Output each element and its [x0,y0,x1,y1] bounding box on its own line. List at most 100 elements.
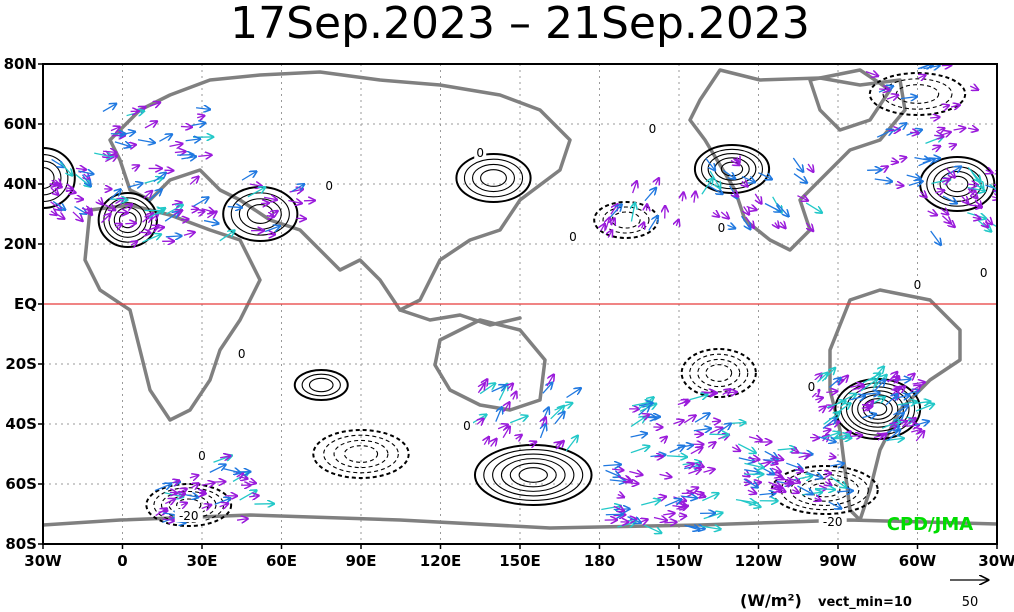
flux-vector [701,526,721,529]
flux-vector [247,187,265,198]
coast-south-america [828,288,962,522]
flux-vector [144,178,163,184]
flux-vector [125,223,135,224]
flux-vector [566,388,581,399]
flux-vector [641,500,660,506]
flux-vector [744,463,763,467]
flux-vector [744,470,759,473]
flux-vector [776,203,788,216]
flux-vector [768,473,781,476]
contour-negative [770,465,879,515]
flux-vector [764,202,780,212]
flux-vector [173,481,179,483]
flux-vector [642,524,661,533]
flux-vector [830,476,847,488]
flux-vector [664,499,681,507]
flux-vector [550,406,564,420]
contour-positive [308,377,334,393]
flux-vector [824,473,830,474]
flux-vector [899,157,906,159]
flux-vector [983,223,988,227]
flux-vector [55,214,65,219]
flux-vector [684,525,700,529]
flux-vector [915,404,934,412]
flux-vector [879,89,889,90]
flux-vector [103,151,116,152]
flux-vector [556,442,561,446]
flux-vector [927,211,937,215]
flux-vector [900,97,917,99]
flux-vector [109,189,120,200]
flux-vector [249,184,262,186]
flux-vector [220,456,230,458]
flux-vector [249,481,255,483]
flux-vector [516,435,522,439]
x-tick-label: 0 [117,552,127,570]
flux-vector [174,151,185,152]
contour-label-bg [461,419,473,432]
flux-vector [109,199,127,200]
flux-vector [826,401,846,409]
flux-vector [786,462,802,469]
flux-vector [59,161,72,175]
contour-label-bg [196,449,208,462]
flux-vector [742,181,747,186]
flux-vector [683,416,695,424]
flux-vector [554,412,564,425]
flux-vector [193,197,209,207]
contour-positive [113,206,142,234]
contour-positive [43,147,76,209]
contour-label: 0 [914,278,922,292]
contour-label: 0 [569,230,577,244]
flux-vector [180,126,192,127]
flux-vector [74,198,82,199]
flux-vector [529,442,536,445]
contour-label-bg [715,221,728,234]
y-tick-label: 60N [4,115,37,133]
flux-vector [236,519,247,521]
flux-vector [780,222,785,228]
flux-vector [886,429,900,442]
flux-vector [934,135,943,136]
contour-negative [882,78,953,110]
flux-vector [942,195,957,203]
flux-vector [873,435,884,437]
contour-label-bg [323,179,336,192]
flux-vector [611,219,614,226]
credit-label: CPD/JMA [887,514,974,535]
flux-vector [101,214,110,224]
flux-vector [893,406,908,416]
flux-vector [646,205,647,211]
flux-vector [117,212,127,213]
flux-vector [711,421,720,422]
flux-vector [52,200,65,209]
flux-vector [78,171,93,174]
flux-vector [805,202,822,213]
flux-vector [752,482,761,483]
flux-vector [201,483,214,486]
flux-vector [165,236,181,237]
flux-vector [815,398,822,400]
flux-vector [814,489,835,490]
reference-vector-label: 50 [962,595,979,610]
flux-vector [540,424,545,439]
flux-vector [260,203,269,204]
coast-africa [83,203,262,422]
flux-vector [542,417,546,427]
flux-vector [967,188,977,198]
flux-vector [797,485,812,494]
contour-label: 0 [198,449,206,463]
flux-vector [972,217,980,218]
flux-vector [264,226,280,233]
flux-vector [701,178,713,195]
contour-label-bg [567,230,579,243]
contour-negative [323,434,399,474]
flux-vector [797,196,807,201]
flux-vector [741,175,755,183]
x-tick-label: 90E [345,552,376,570]
flux-vector [681,496,696,498]
coast-australia [433,318,547,412]
flux-vector [865,72,878,76]
flux-vector [969,86,978,90]
flux-vector [901,421,907,423]
